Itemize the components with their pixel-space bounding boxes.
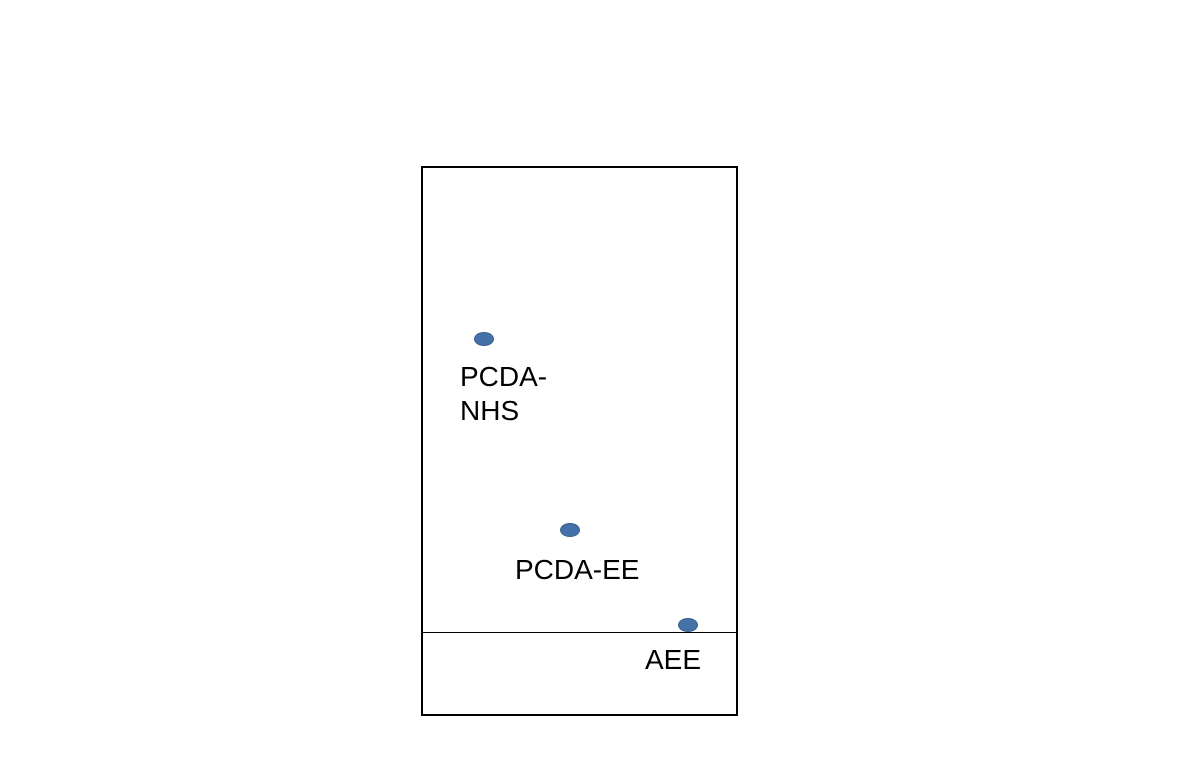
label-aee: AEE	[645, 643, 701, 677]
label-pcda-ee: PCDA-EE	[515, 553, 639, 587]
baseline	[423, 632, 736, 633]
marker-pcda-ee	[560, 523, 580, 537]
marker-pcda-nhs	[474, 332, 494, 346]
diagram-box	[421, 166, 738, 716]
label-pcda-nhs: PCDA- NHS	[460, 360, 547, 427]
marker-aee	[678, 618, 698, 632]
